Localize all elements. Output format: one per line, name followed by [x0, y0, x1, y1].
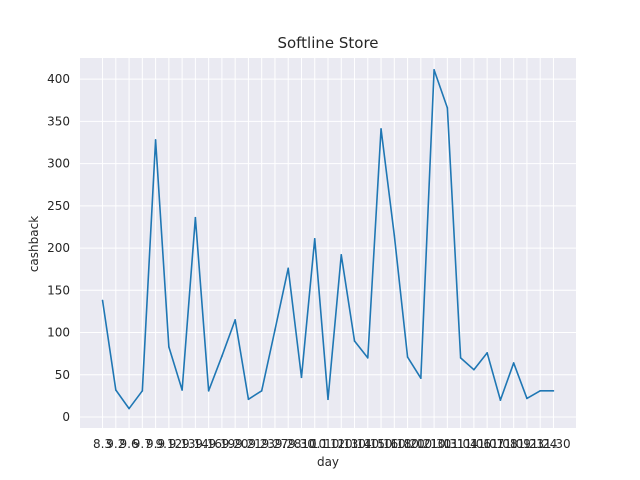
- y-tick-labels: 0 50 100 150 200 250 300 350 400: [47, 72, 70, 424]
- data-point: [353, 340, 356, 342]
- x-tick-label: 10.31: [430, 437, 464, 451]
- x-tick-label: 10.30: [417, 437, 451, 451]
- x-tick-label: 11.09: [496, 437, 530, 451]
- x-tick-label: 9.16: [195, 437, 222, 451]
- data-point: [473, 368, 475, 371]
- data-point: [380, 128, 382, 130]
- data-point: [420, 377, 422, 379]
- data-point: [512, 362, 515, 364]
- y-tick-label: 100: [47, 326, 70, 340]
- x-tick-label: 11.30: [536, 437, 570, 451]
- x-tick-label: 9.30: [288, 437, 315, 451]
- data-point: [260, 390, 263, 392]
- data-point: [526, 397, 528, 400]
- y-tick-label: 350: [47, 114, 70, 128]
- line-layer: [101, 69, 555, 410]
- data-point: [406, 356, 409, 358]
- x-tick-label: 9.6: [120, 437, 139, 451]
- x-tick-label: 9.21: [235, 437, 262, 451]
- x-tick-label: 9.12: [155, 437, 182, 451]
- data-point: [539, 390, 541, 392]
- y-tick-label: 250: [47, 199, 70, 213]
- x-tick-label: 10.18: [377, 437, 411, 451]
- x-tick-label: 9.2: [106, 437, 125, 451]
- data-point: [340, 254, 343, 256]
- x-tick-label: 11.24: [523, 437, 557, 451]
- data-point: [366, 357, 369, 359]
- x-axis-label: day: [317, 455, 339, 469]
- y-axis-label: cashback: [27, 216, 41, 272]
- data-point: [446, 107, 449, 109]
- data-point: [327, 398, 329, 401]
- data-point: [207, 390, 210, 392]
- x-tick-label: 9.9: [146, 437, 165, 451]
- grid: [80, 58, 576, 428]
- x-tick-label: 10.15: [351, 437, 385, 451]
- y-tick-label: 200: [47, 241, 70, 255]
- x-tick-label: 9.14: [182, 437, 209, 451]
- data-point: [393, 234, 396, 237]
- x-tick-label: 9.13: [169, 437, 196, 451]
- x-tick-label: 11.07: [470, 437, 504, 451]
- x-tick-label: 9.28: [275, 437, 302, 451]
- data-point: [194, 216, 197, 219]
- x-tick-label: 10.12: [311, 437, 345, 451]
- data-point: [313, 237, 316, 240]
- x-tick-label: 11.23: [510, 437, 544, 451]
- data-point: [300, 376, 303, 379]
- x-tick-label: 11.08: [483, 437, 517, 451]
- data-point: [486, 352, 488, 354]
- x-tick-label: 10.16: [364, 437, 398, 451]
- x-tick-label: 9.7: [133, 437, 152, 451]
- x-tick-label: 10.13: [324, 437, 358, 451]
- x-tick-labels: 8.39.29.69.79.99.129.139.149.169.199.209…: [93, 437, 571, 451]
- y-tick-label: 400: [47, 72, 70, 86]
- data-point: [128, 407, 130, 410]
- x-tick-label: 8.3: [93, 437, 112, 451]
- data-point: [274, 329, 276, 331]
- x-tick-label: 10.14: [337, 437, 371, 451]
- x-tick-label: 10.20: [390, 437, 424, 451]
- x-tick-label: 10.1: [301, 437, 328, 451]
- data-point: [499, 399, 502, 401]
- data-point: [459, 357, 462, 359]
- x-tick-label: 9.27: [262, 437, 289, 451]
- y-tick-label: 150: [47, 283, 70, 297]
- y-tick-label: 300: [47, 157, 70, 171]
- x-tick-label: 9.19: [209, 437, 236, 451]
- x-tick-label: 11.04: [443, 437, 477, 451]
- data-point: [552, 390, 555, 392]
- data-point: [101, 299, 104, 302]
- data-point: [287, 267, 290, 270]
- chart-title: Softline Store: [277, 34, 378, 52]
- data-point: [181, 389, 183, 391]
- data-point: [154, 139, 157, 141]
- data-point: [115, 389, 117, 391]
- data-point: [433, 69, 435, 71]
- x-tick-label: 9.23: [248, 437, 275, 451]
- y-tick-label: 0: [62, 410, 70, 424]
- y-tick-label: 50: [55, 368, 70, 382]
- x-tick-label: 11.06: [457, 437, 491, 451]
- data-point: [141, 390, 144, 392]
- data-point: [168, 346, 170, 348]
- data-point: [221, 355, 223, 357]
- data-point: [234, 319, 236, 321]
- x-tick-label: 9.20: [222, 437, 249, 451]
- data-point: [247, 398, 250, 401]
- x-tick-label: 10.21: [404, 437, 438, 451]
